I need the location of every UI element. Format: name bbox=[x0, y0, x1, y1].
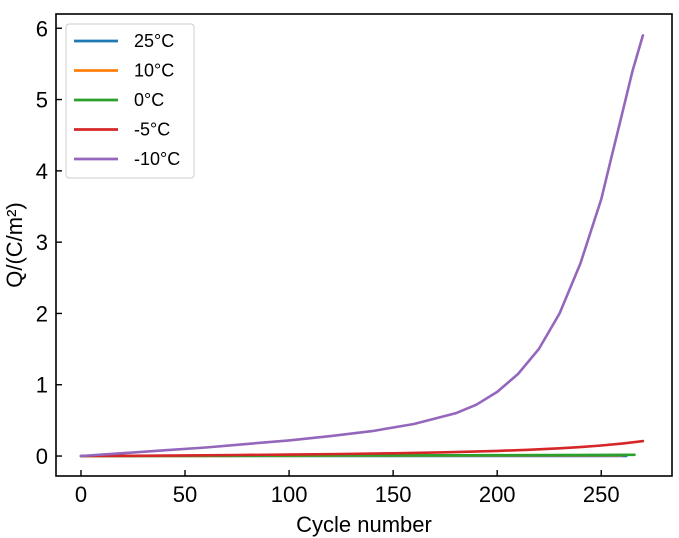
x-axis-label: Cycle number bbox=[296, 512, 432, 537]
x-tick-label: 0 bbox=[75, 482, 87, 507]
y-tick-label: 3 bbox=[36, 230, 48, 255]
series-line-4 bbox=[79, 34, 645, 458]
y-tick-label: 0 bbox=[36, 444, 48, 469]
x-tick-label: 200 bbox=[479, 482, 516, 507]
series-layer bbox=[79, 34, 645, 458]
x-tick-label: 50 bbox=[173, 482, 197, 507]
legend: 25°C 10°C 0°C -5°C -10°C bbox=[65, 23, 195, 179]
legend-label-0: 25°C bbox=[134, 31, 174, 51]
x-tick-label: 100 bbox=[271, 482, 308, 507]
x-tick-label: 250 bbox=[583, 482, 620, 507]
y-tick-label: 1 bbox=[36, 373, 48, 398]
legend-label-3: -5°C bbox=[134, 120, 170, 140]
y-tick-label: 4 bbox=[36, 159, 48, 184]
legend-label-1: 10°C bbox=[134, 61, 174, 81]
y-tick-label: 2 bbox=[36, 301, 48, 326]
plot-frame bbox=[55, 13, 673, 477]
legend-label-4: -10°C bbox=[134, 149, 180, 169]
legend-label-2: 0°C bbox=[134, 90, 164, 110]
series-line-3 bbox=[79, 439, 645, 458]
y-tick-label: 5 bbox=[36, 88, 48, 113]
y-tick-label: 6 bbox=[36, 16, 48, 41]
legend-box bbox=[65, 23, 195, 179]
x-tick-label: 150 bbox=[375, 482, 412, 507]
y-axis-label: Q/(C/m²) bbox=[2, 202, 27, 288]
tick-layer: 0 50 100 150 200 250 0 1 2 3 4 5 6 bbox=[36, 16, 620, 507]
